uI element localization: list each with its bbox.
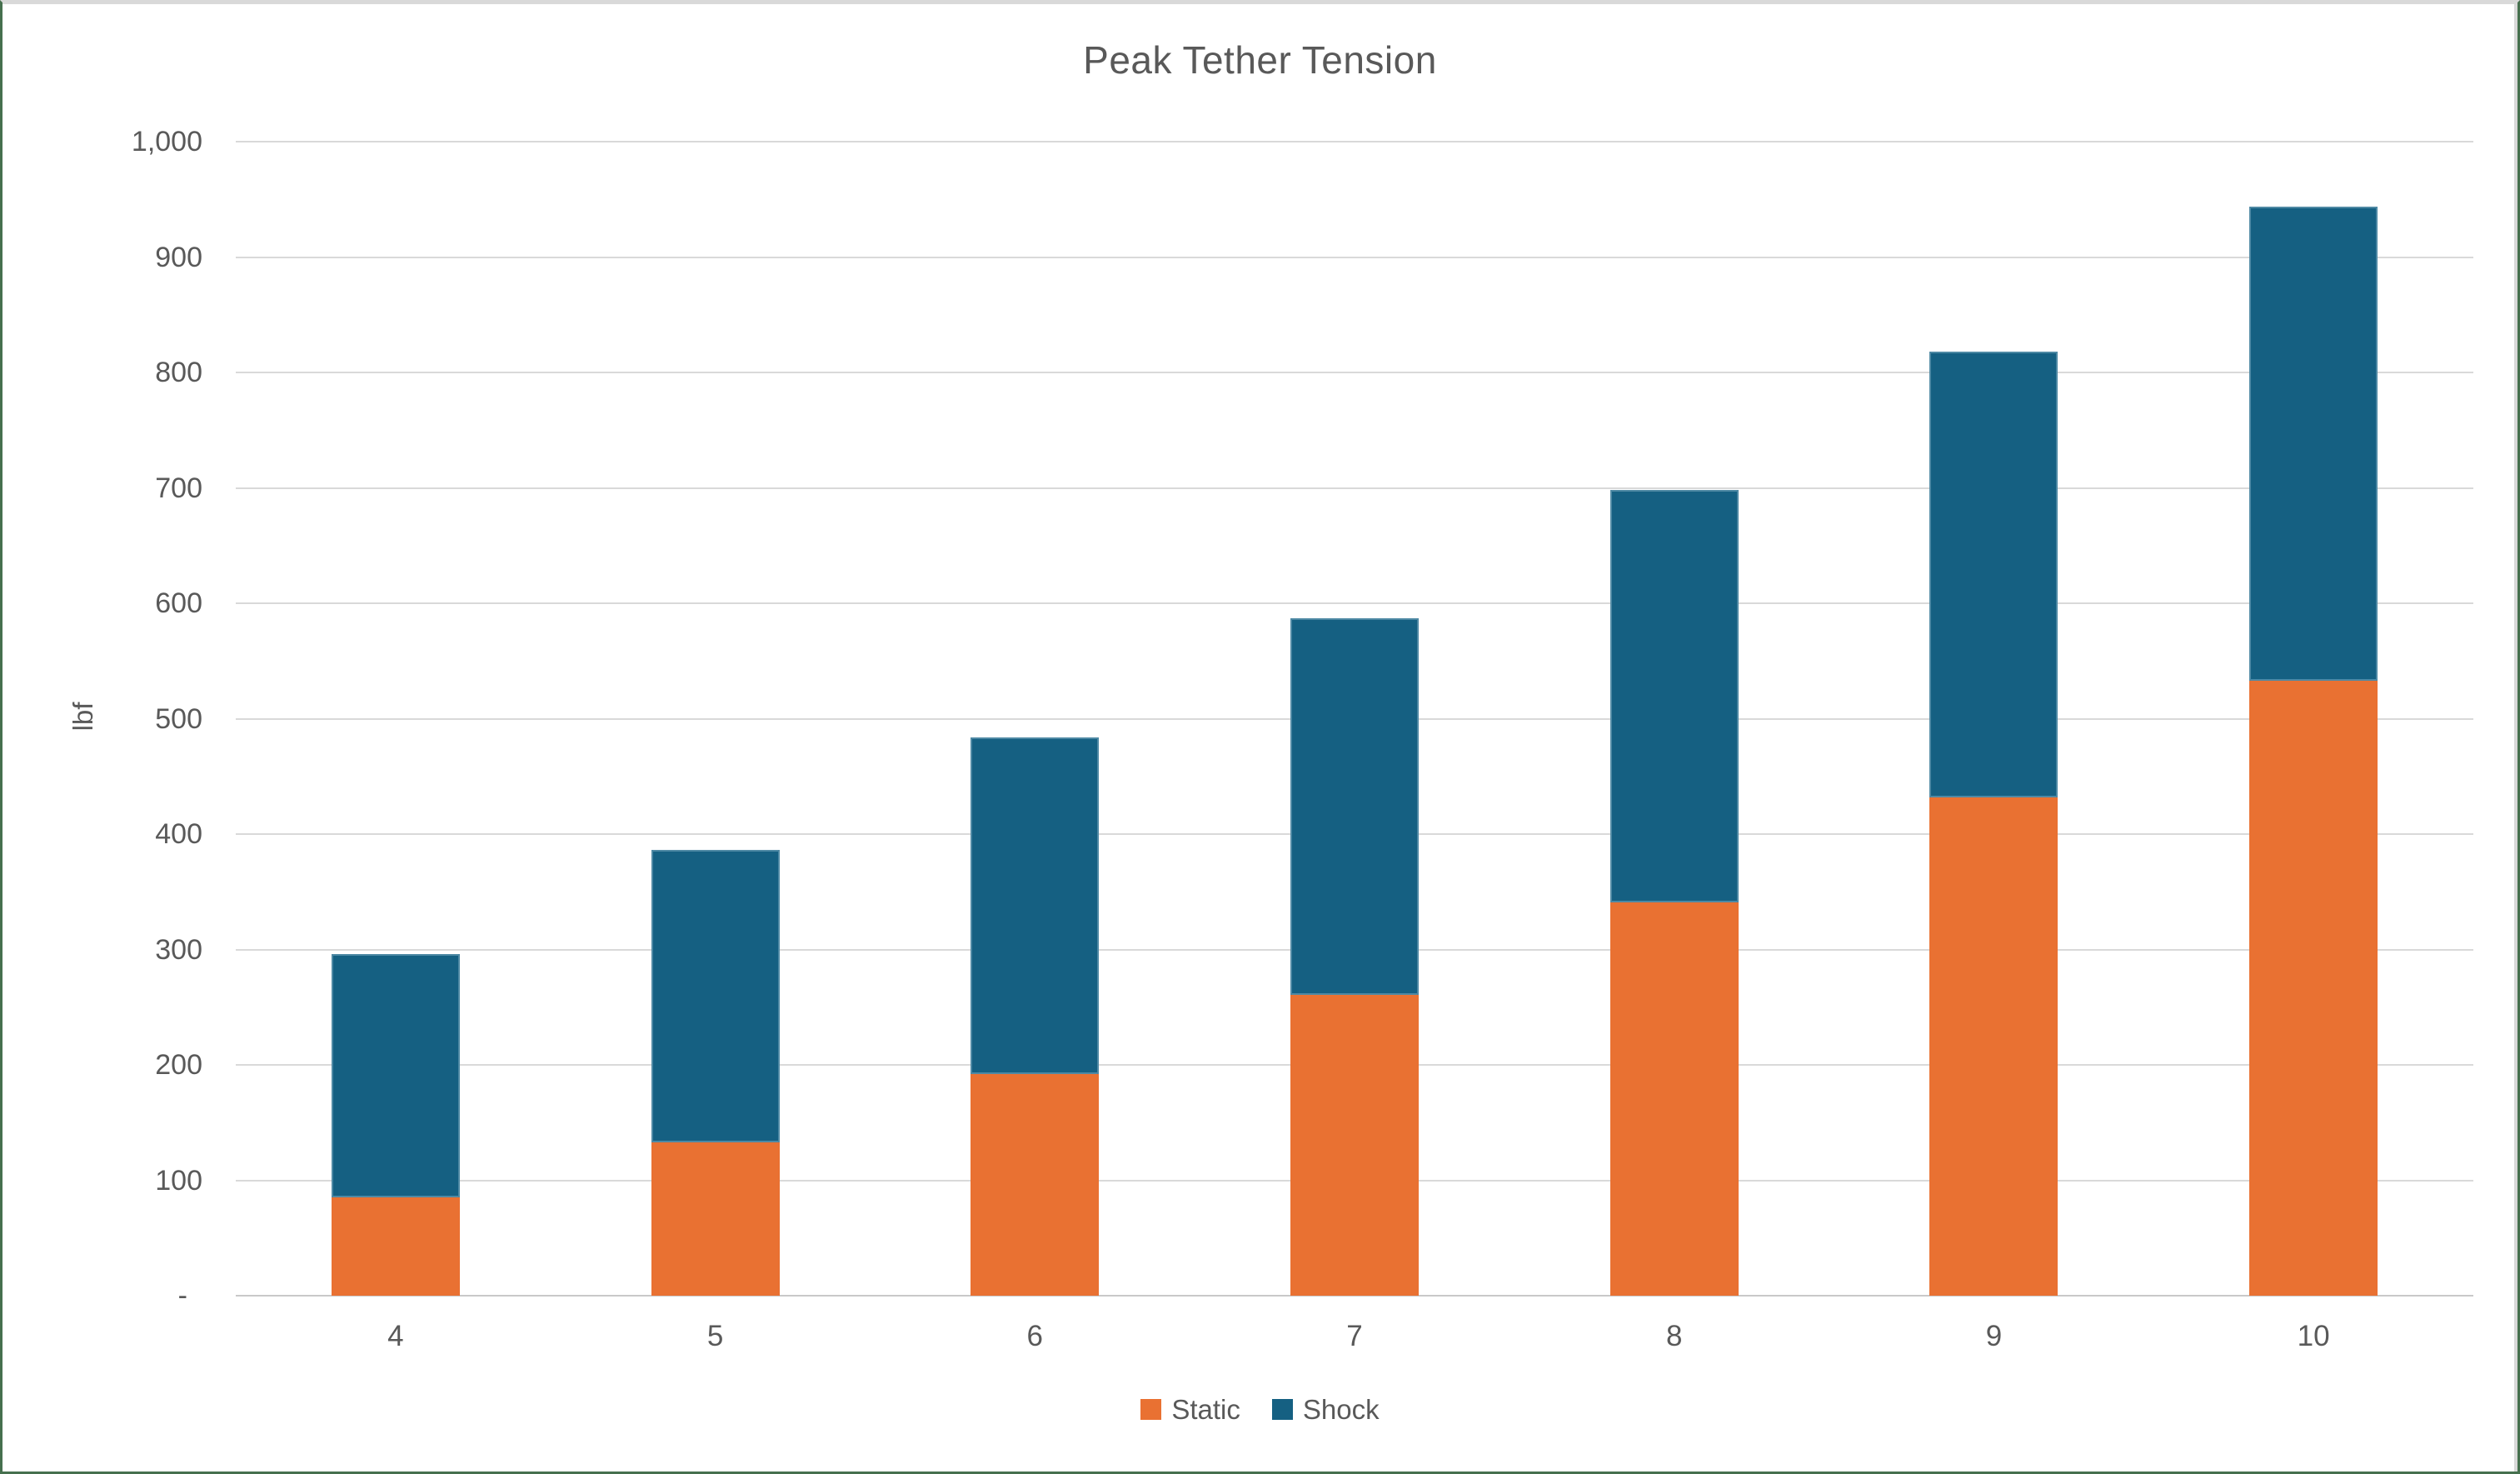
legend-swatch-static [1140, 1399, 1162, 1420]
x-tick-label: 8 [1665, 1320, 1683, 1352]
y-tick-label: 100 [155, 1164, 202, 1197]
x-tick-label: 10 [2297, 1320, 2330, 1352]
x-tick-label: 5 [706, 1320, 724, 1352]
bar-segment-static [1609, 902, 1739, 1296]
y-tick-label: - [177, 1280, 187, 1312]
legend-label: Static [1171, 1394, 1240, 1425]
y-tick-label: 200 [155, 1049, 202, 1081]
bar-segment-static [331, 1197, 460, 1296]
legend-label: Shock [1302, 1394, 1380, 1425]
x-tick-label: 6 [1026, 1320, 1044, 1352]
x-tick-label: 4 [387, 1320, 404, 1352]
gridline [236, 372, 2473, 373]
bar-segment-static [971, 1074, 1100, 1296]
y-tick-label: 600 [155, 587, 202, 619]
bar-segment-shock [331, 954, 460, 1198]
legend-swatch-shock [1271, 1399, 1293, 1420]
bar-segment-static [651, 1142, 780, 1296]
chart-title: Peak Tether Tension [1083, 38, 1437, 82]
plot-area [236, 141, 2473, 1297]
y-tick-label: 800 [155, 357, 202, 388]
bar-segment-static [1290, 994, 1419, 1296]
bar-segment-static [1929, 797, 2058, 1296]
legend-item: Static [1140, 1396, 1240, 1423]
legend: Static Shock [2, 1396, 2518, 1423]
bar-segment-static [2249, 680, 2378, 1296]
legend-item: Shock [1271, 1394, 1380, 1425]
gridline [236, 602, 2473, 604]
y-tick-label: 400 [155, 818, 202, 850]
bar-segment-shock [2249, 206, 2378, 681]
bar-segment-shock [1609, 490, 1739, 902]
y-tick-label: 900 [155, 241, 202, 273]
bar-segment-shock [651, 850, 780, 1142]
gridline [236, 141, 2473, 142]
y-tick-label: 300 [155, 933, 202, 966]
gridline [236, 487, 2473, 489]
y-tick-label: 500 [155, 702, 202, 735]
gridline [236, 256, 2473, 258]
x-tick-label: 7 [1346, 1320, 1363, 1352]
bar-segment-shock [971, 737, 1100, 1075]
y-tick-label: 700 [155, 472, 202, 504]
bar-segment-shock [1290, 618, 1419, 995]
bar-segment-shock [1929, 352, 2058, 797]
y-tick-label: 1,000 [131, 126, 202, 157]
x-axis-line [236, 1295, 2473, 1297]
x-tick-label: 9 [1985, 1320, 2003, 1352]
